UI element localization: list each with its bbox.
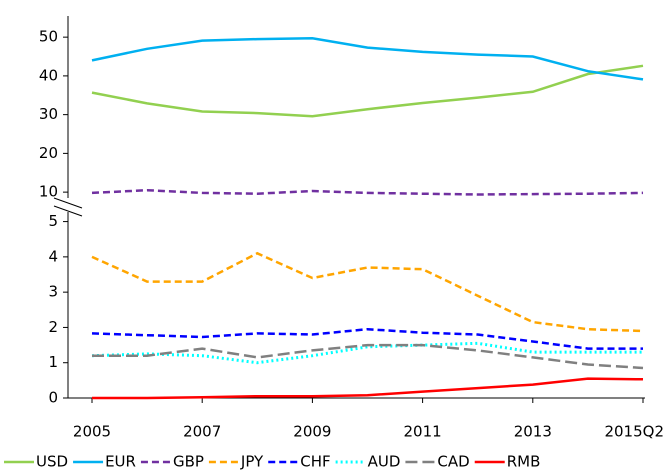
axis-break [53,205,83,217]
y-tick-label: 10 [39,183,58,201]
axis-break [53,197,83,209]
y-tick-label: 0 [48,389,58,407]
legend-label: CAD [437,453,469,471]
legend-label: JPY [240,453,264,471]
legend-label: AUD [368,453,401,471]
series-line [92,343,644,370]
y-tick-label: 40 [39,66,58,84]
legend-label: EUR [105,453,136,471]
series-line [91,64,644,118]
series-line [92,377,644,400]
y-tick-label: 20 [39,144,58,162]
x-tick-label: 2015Q2 [604,423,664,441]
y-tick-label: 30 [39,105,58,123]
series-line [91,341,643,365]
legend-label: RMB [507,453,541,471]
y-tick-label: 1 [48,353,58,371]
y-tick-label: 5 [48,212,58,230]
y-tick-label: 50 [39,28,58,46]
series-line [91,251,644,333]
y-tick-label: 2 [48,318,58,336]
series-line [91,188,644,196]
legend-label: USD [36,453,68,471]
x-tick-label: 2009 [293,423,331,441]
series-line [91,327,643,350]
y-tick-label: 3 [48,283,58,301]
legend-label: GBP [173,453,204,471]
x-tick-label: 2005 [73,423,111,441]
legend-label: CHF [300,453,330,471]
x-tick-label: 2007 [183,423,221,441]
y-tick-label: 4 [48,247,58,265]
x-tick-label: 2011 [404,423,442,441]
series-line [91,37,644,81]
x-tick-label: 2013 [514,423,552,441]
